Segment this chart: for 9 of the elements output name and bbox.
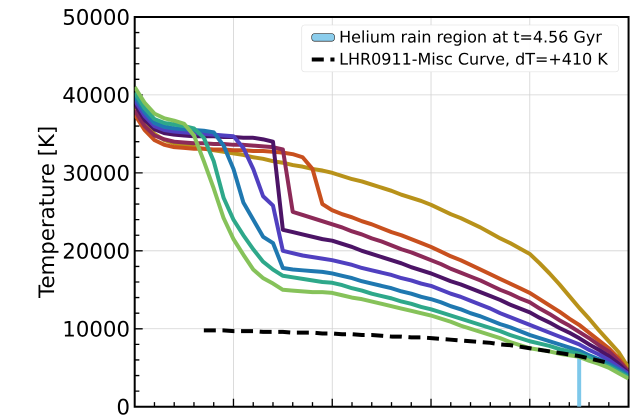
- y-tick-label: 50000: [64, 8, 129, 25]
- y-tick-label: 40000: [63, 86, 129, 103]
- y-tick-label: 10000: [64, 320, 129, 337]
- y-tick-label: 0: [118, 398, 129, 415]
- legend-label: Helium rain region at t=4.56 Gyr: [340, 30, 602, 46]
- y-tick-label: 30000: [64, 164, 129, 181]
- legend-label: LHR0911-Misc Curve, dT=+410 K: [340, 52, 608, 66]
- y-axis-title: Temperature [K]: [38, 128, 58, 298]
- y-tick-label: 20000: [64, 242, 129, 259]
